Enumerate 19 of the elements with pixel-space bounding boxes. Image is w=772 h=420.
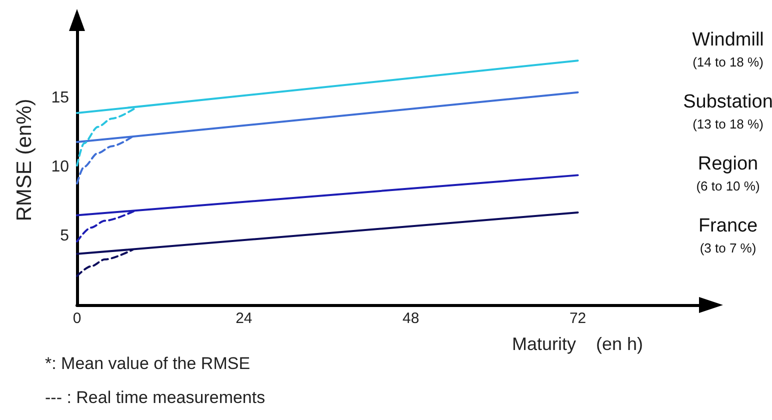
text: France xyxy=(698,216,758,237)
annotation: (13 to 18 %) xyxy=(692,116,764,132)
x-tick-label: 48 xyxy=(402,310,420,327)
text: *: Mean value of the RMSE xyxy=(45,354,250,373)
x-tick-label: 72 xyxy=(569,310,586,327)
x-tick-label: 0 xyxy=(72,310,82,327)
x-axis-title: Maturity (en h) xyxy=(512,334,644,354)
y-tick-label: 15 xyxy=(51,89,70,106)
annotation: (14 to 18 %) xyxy=(692,54,764,70)
text: --- : Real time measurements xyxy=(45,388,266,407)
y-tick-label: 10 xyxy=(51,158,70,176)
annotation: (6 to 10 %) xyxy=(696,178,760,194)
annotation: (3 to 7 %) xyxy=(700,240,756,256)
text: Substation xyxy=(683,92,772,113)
x-tick-label: 24 xyxy=(236,310,252,327)
y-tick-label: 5 xyxy=(60,227,70,244)
text: Windmill xyxy=(692,30,764,51)
text: Region xyxy=(698,154,758,175)
y-axis-title: RMSE (en%) xyxy=(13,98,36,222)
